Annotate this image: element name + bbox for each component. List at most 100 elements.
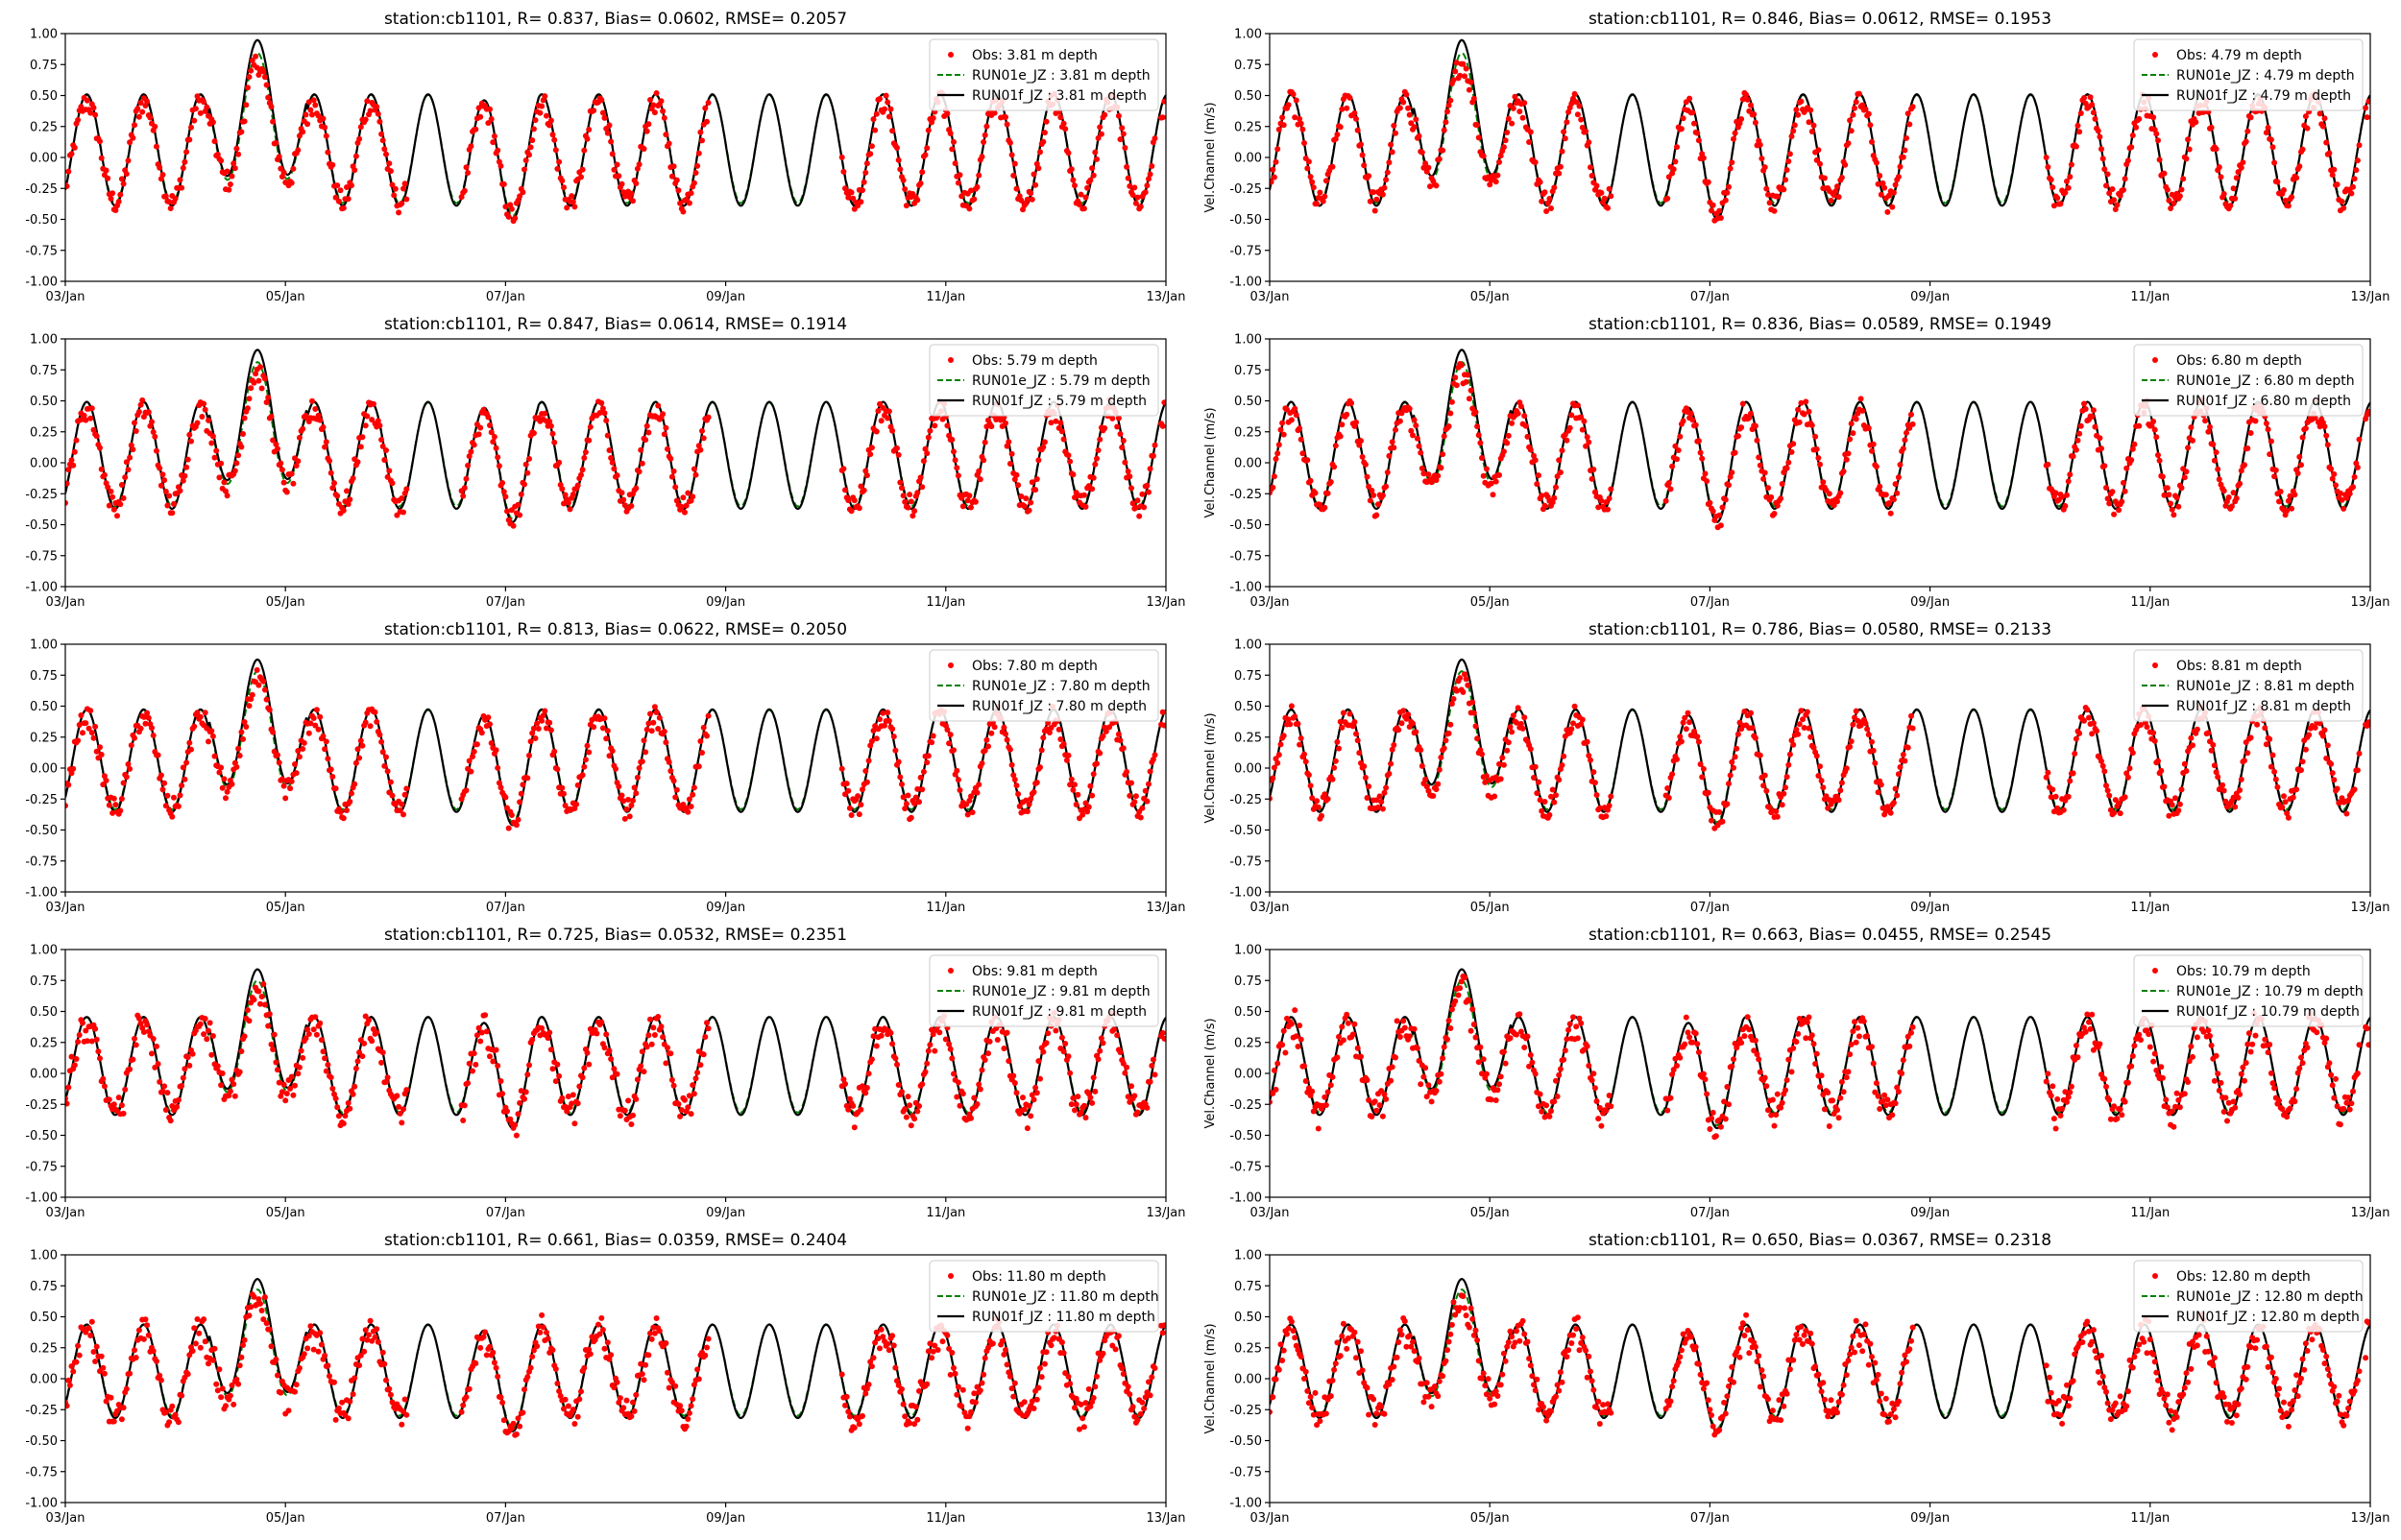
obs-point — [2125, 1080, 2131, 1086]
obs-point — [591, 724, 596, 730]
obs-point — [2268, 439, 2274, 445]
obs-point — [645, 1032, 651, 1038]
obs-point — [1397, 1034, 1403, 1040]
obs-point — [1811, 1041, 1817, 1047]
obs-point — [1539, 1109, 1544, 1115]
y-tick-label: -0.25 — [25, 1098, 58, 1113]
obs-point — [669, 474, 675, 480]
x-tick-label: 03/Jan — [1250, 901, 1290, 915]
obs-point — [1844, 457, 1850, 463]
obs-point — [1303, 758, 1309, 764]
obs-point — [619, 793, 625, 799]
y-tick-label: 1.00 — [1234, 28, 1262, 42]
obs-point — [2221, 191, 2227, 197]
obs-point — [896, 157, 902, 163]
obs-point — [1160, 710, 1166, 715]
obs-point — [1726, 1101, 1732, 1107]
obs-point — [2273, 468, 2279, 473]
obs-point — [1664, 196, 1670, 202]
obs-point — [292, 761, 298, 767]
obs-point — [1760, 476, 1766, 482]
y-tick-label: 0.75 — [1234, 364, 1262, 378]
obs-point — [1809, 1032, 1815, 1038]
obs-point — [111, 1101, 117, 1107]
obs-point — [1031, 1096, 1037, 1102]
obs-point — [663, 425, 668, 431]
obs-point — [333, 785, 339, 791]
obs-point — [1373, 197, 1379, 203]
obs-point — [152, 434, 158, 440]
obs-point — [2348, 191, 2354, 197]
obs-point — [662, 115, 667, 121]
obs-point — [1498, 1073, 1504, 1079]
obs-point — [2325, 442, 2331, 447]
obs-point — [1560, 762, 1565, 768]
obs-point — [1278, 427, 1284, 433]
obs-point — [1814, 446, 1820, 452]
obs-point — [1412, 417, 1418, 422]
obs-point — [1366, 783, 1371, 789]
obs-point — [206, 738, 211, 744]
obs-point — [1696, 137, 1702, 143]
obs-point — [1783, 177, 1788, 182]
obs-point — [1360, 454, 1366, 460]
x-tick-label: 09/Jan — [706, 595, 745, 610]
obs-point — [185, 457, 191, 463]
obs-point — [1148, 466, 1153, 471]
obs-point — [2221, 488, 2227, 493]
obs-point — [472, 1050, 477, 1056]
obs-point — [2158, 768, 2164, 774]
obs-point — [1160, 1030, 1166, 1036]
obs-point — [297, 1065, 303, 1071]
obs-point — [2267, 451, 2272, 457]
obs-point — [1908, 713, 1914, 719]
obs-point — [94, 433, 100, 439]
obs-point — [356, 136, 362, 142]
obs-point — [376, 119, 382, 125]
obs-point — [1877, 1106, 1882, 1112]
obs-point — [1520, 726, 1526, 732]
obs-point — [616, 173, 621, 179]
obs-point — [701, 725, 707, 731]
obs-point — [359, 1053, 365, 1059]
obs-point — [2054, 195, 2060, 201]
obs-point — [188, 439, 194, 445]
obs-point — [1696, 739, 1702, 745]
obs-point — [2122, 176, 2128, 181]
obs-point — [1669, 771, 1675, 777]
obs-point — [1518, 403, 1524, 409]
obs-point — [667, 1050, 673, 1056]
obs-point — [2130, 1053, 2136, 1059]
obs-point — [1768, 494, 1774, 500]
obs-point — [273, 1060, 279, 1066]
obs-point — [1834, 1107, 1840, 1113]
obs-point — [1334, 1054, 1340, 1060]
obs-point — [602, 715, 608, 721]
obs-point — [2330, 1082, 2336, 1088]
obs-point — [114, 513, 120, 518]
obs-point — [262, 687, 268, 693]
obs-point — [1467, 87, 1472, 93]
obs-point — [985, 743, 991, 749]
obs-point — [1152, 135, 1158, 141]
obs-point — [517, 513, 522, 518]
obs-point — [2185, 445, 2191, 450]
obs-point — [368, 723, 374, 729]
obs-point — [1775, 194, 1781, 200]
obs-point — [1053, 1028, 1058, 1034]
obs-point — [1344, 1012, 1349, 1018]
obs-point — [839, 155, 845, 160]
obs-point — [2067, 471, 2073, 477]
obs-point — [1836, 1115, 1842, 1120]
obs-point — [2268, 1071, 2274, 1076]
obs-point — [1128, 1083, 1134, 1089]
x-tick-label: 13/Jan — [1147, 901, 1186, 915]
obs-point — [2264, 130, 2269, 135]
obs-point — [1143, 788, 1149, 794]
obs-point — [1347, 95, 1353, 101]
obs-point — [248, 68, 254, 74]
obs-point — [465, 1080, 471, 1086]
obs-point — [304, 121, 310, 127]
obs-point — [1729, 1064, 1734, 1070]
obs-point — [1457, 675, 1463, 681]
